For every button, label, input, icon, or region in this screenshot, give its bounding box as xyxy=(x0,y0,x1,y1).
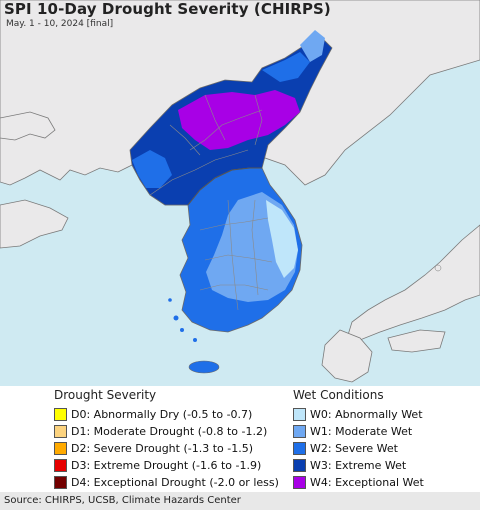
legend: Drought Severity D0: Abnormally Dry (-0.… xyxy=(0,386,480,492)
wet-legend-heading: Wet Conditions xyxy=(293,388,384,402)
legend-label: W2: Severe Wet xyxy=(310,442,398,455)
map-canvas xyxy=(0,0,480,383)
drought-legend-item: D3: Extreme Drought (-1.6 to -1.9) xyxy=(54,457,279,474)
source-credit: Source: CHIRPS, UCSB, Climate Hazards Ce… xyxy=(4,495,241,506)
drought-legend-item: D1: Moderate Drought (-0.8 to -1.2) xyxy=(54,423,279,440)
legend-label: W1: Moderate Wet xyxy=(310,425,413,438)
island xyxy=(434,264,442,272)
w0-region xyxy=(266,200,298,278)
legend-label: D3: Extreme Drought (-1.6 to -1.9) xyxy=(71,459,262,472)
dmz-border xyxy=(187,167,262,206)
japan-shikoku xyxy=(387,329,446,353)
legend-label: W0: Abnormally Wet xyxy=(310,408,423,421)
legend-swatch xyxy=(293,459,306,472)
drought-legend-list: D0: Abnormally Dry (-0.5 to -0.7) D1: Mod… xyxy=(54,406,279,491)
drought-map: SPI 10-Day Drought Severity (CHIRPS) May… xyxy=(0,0,480,386)
wet-legend-item: W3: Extreme Wet xyxy=(293,457,424,474)
island xyxy=(168,298,172,302)
legend-label: W4: Exceptional Wet xyxy=(310,476,424,489)
wet-legend-item: W1: Moderate Wet xyxy=(293,423,424,440)
drought-legend-item: D0: Abnormally Dry (-0.5 to -0.7) xyxy=(54,406,279,423)
legend-label: D2: Severe Drought (-1.3 to -1.5) xyxy=(71,442,254,455)
island xyxy=(180,328,184,332)
legend-label: D0: Abnormally Dry (-0.5 to -0.7) xyxy=(71,408,253,421)
wet-legend-item: W4: Exceptional Wet xyxy=(293,474,424,491)
shandong-peninsula xyxy=(0,199,69,249)
legend-swatch xyxy=(293,408,306,421)
legend-swatch xyxy=(293,425,306,438)
page-subtitle: May. 1 - 10, 2024 [final] xyxy=(6,19,114,29)
wet-legend-item: W2: Severe Wet xyxy=(293,440,424,457)
jeju-island xyxy=(188,360,220,374)
province-borders xyxy=(149,94,273,311)
w2-northeast-patch xyxy=(262,52,310,82)
legend-swatch xyxy=(54,425,67,438)
wet-legend-item: W0: Abnormally Wet xyxy=(293,406,424,423)
legend-swatch xyxy=(293,442,306,455)
japan-kyushu xyxy=(321,329,373,383)
page-title: SPI 10-Day Drought Severity (CHIRPS) xyxy=(4,0,331,18)
legend-swatch xyxy=(54,408,67,421)
island xyxy=(173,315,179,321)
legend-label: D1: Moderate Drought (-0.8 to -1.2) xyxy=(71,425,268,438)
legend-label: W3: Extreme Wet xyxy=(310,459,407,472)
drought-legend-item: D2: Severe Drought (-1.3 to -1.5) xyxy=(54,440,279,457)
legend-label: D4: Exceptional Drought (-2.0 or less) xyxy=(71,476,279,489)
island xyxy=(193,338,197,342)
legend-swatch xyxy=(54,459,67,472)
w4-region xyxy=(178,90,300,150)
legend-swatch xyxy=(293,476,306,489)
drought-legend-item: D4: Exceptional Drought (-2.0 or less) xyxy=(54,474,279,491)
liaodong-peninsula xyxy=(0,111,56,141)
footer: Source: CHIRPS, UCSB, Climate Hazards Ce… xyxy=(0,492,480,510)
legend-swatch xyxy=(54,442,67,455)
russia-wet-patch xyxy=(300,30,325,62)
drought-legend-heading: Drought Severity xyxy=(54,388,157,402)
w2-northwest-patch xyxy=(132,150,172,188)
legend-swatch xyxy=(54,476,67,489)
wet-legend-list: W0: Abnormally Wet W1: Moderate Wet W2: Se… xyxy=(293,406,424,491)
